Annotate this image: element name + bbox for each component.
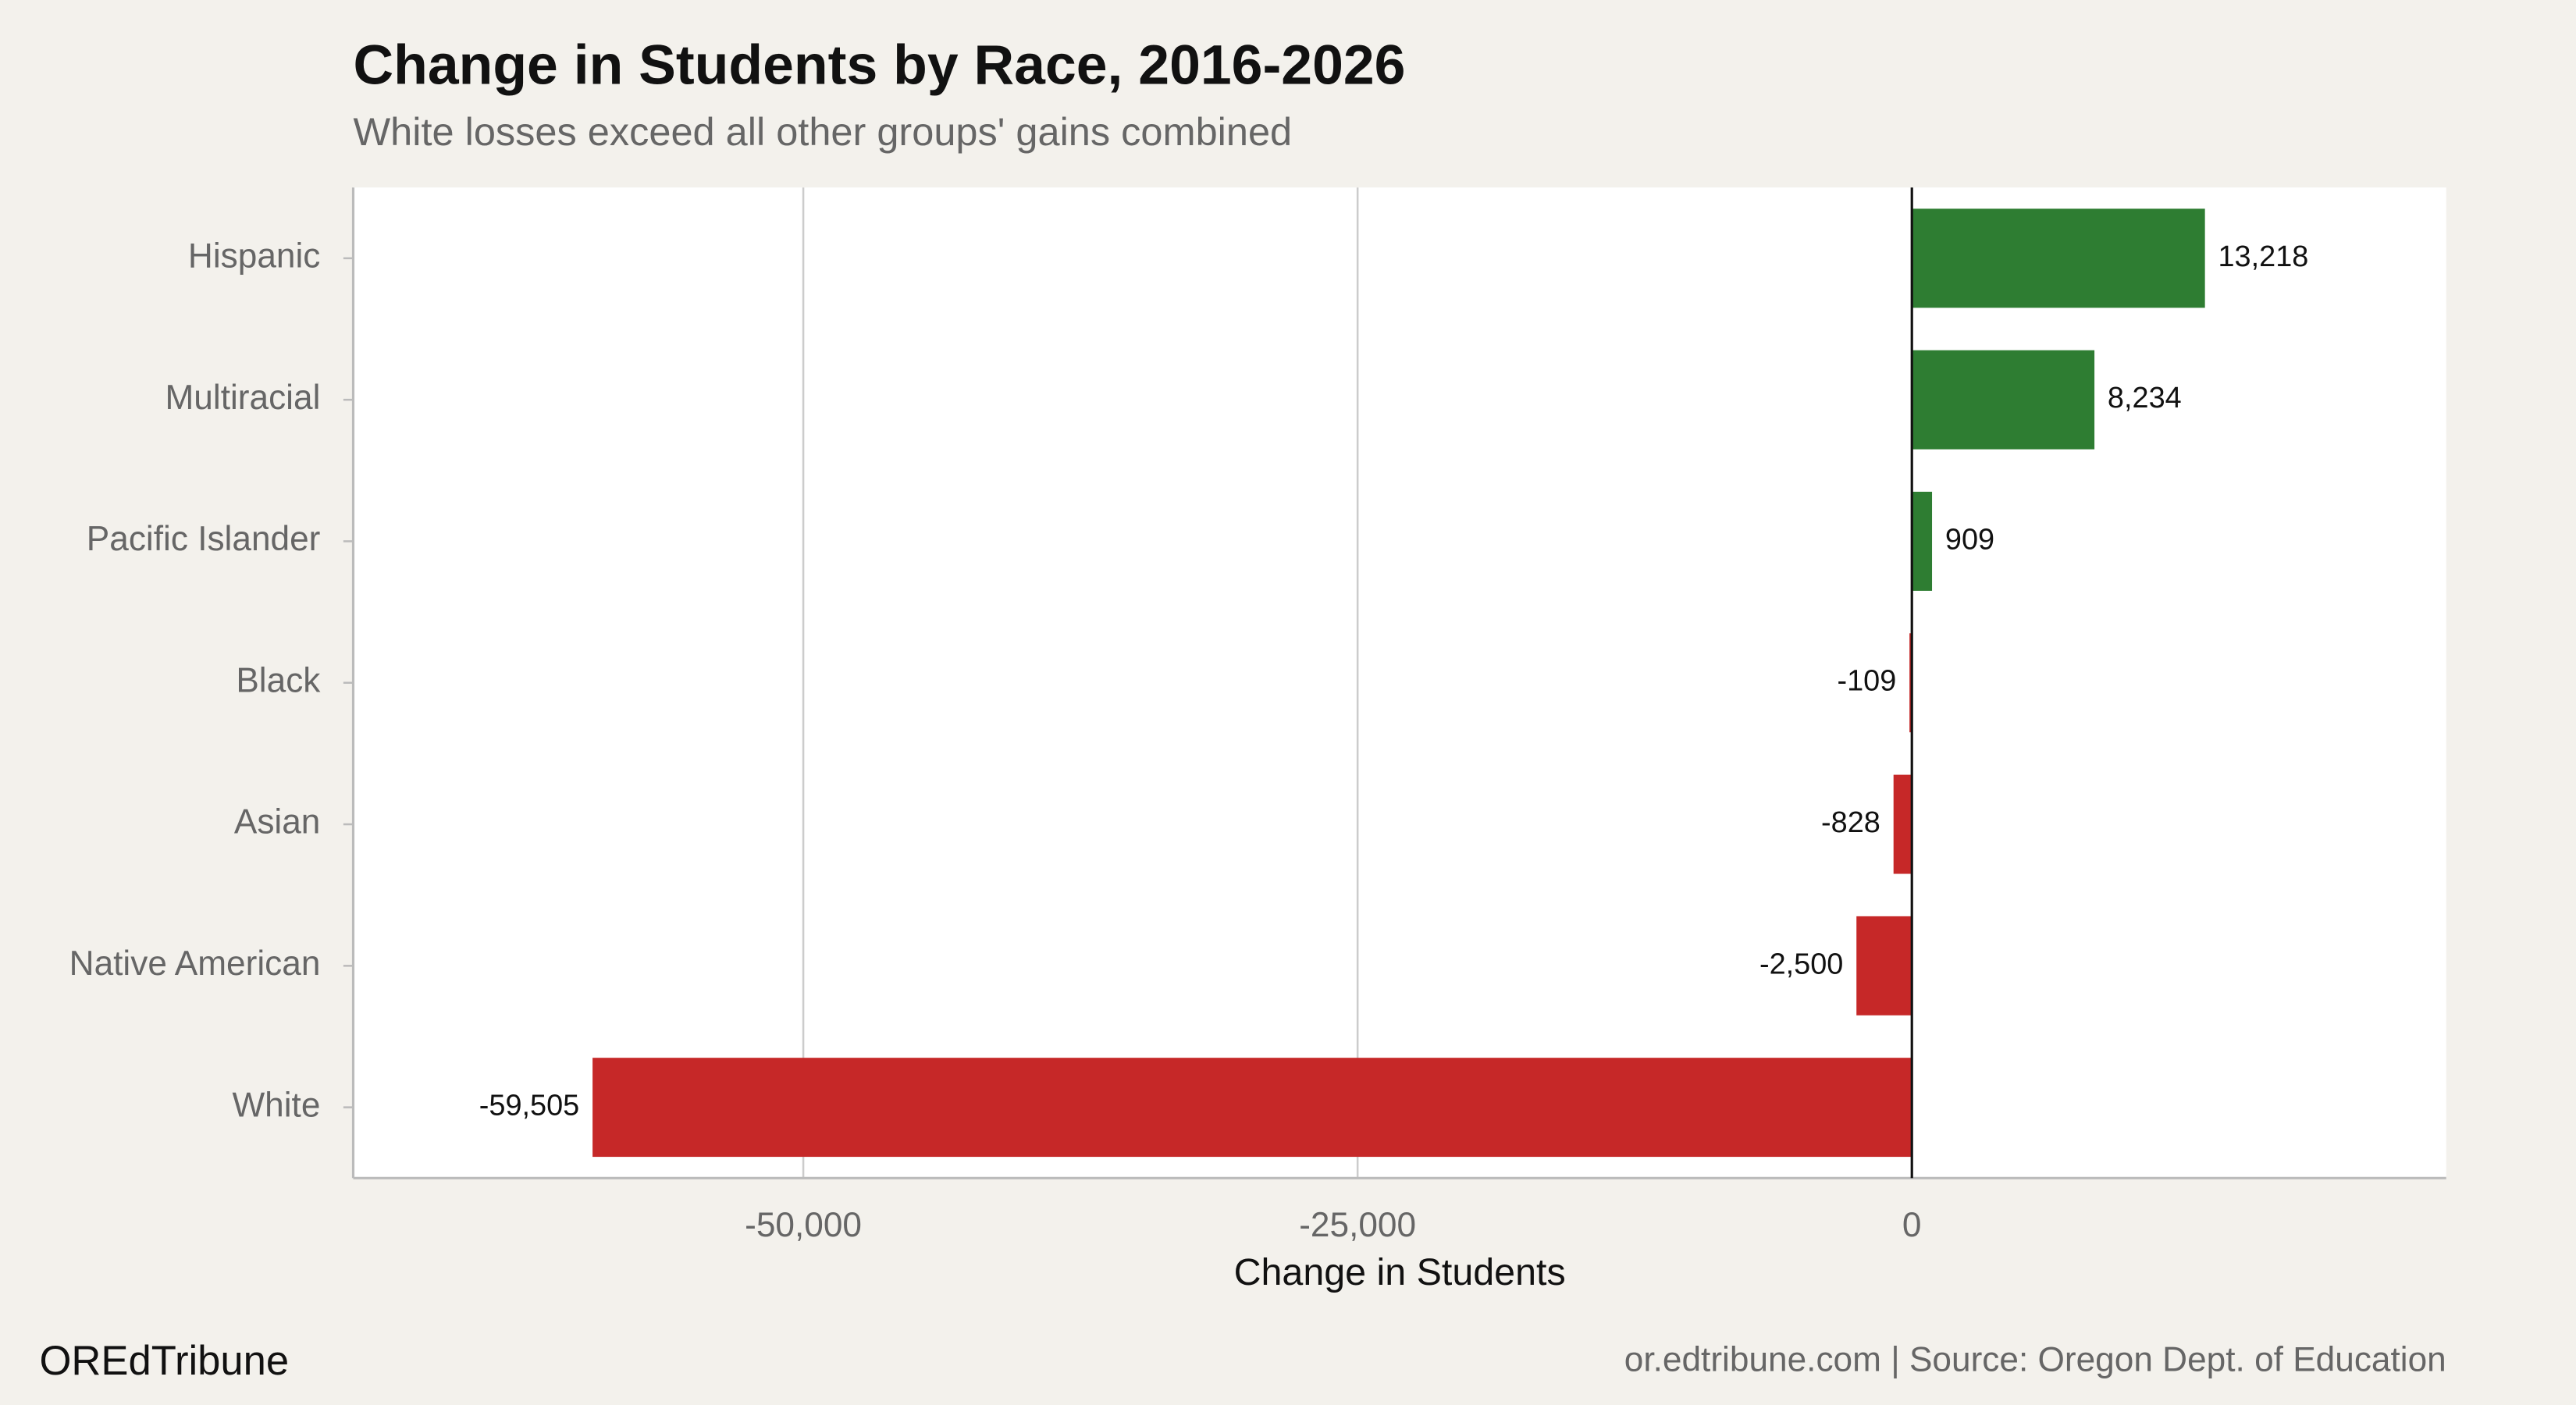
bar [1912, 350, 2095, 450]
x-tick-label: -50,000 [745, 1206, 862, 1244]
x-axis-title: Change in Students [1234, 1251, 1566, 1293]
y-tick-label: White [232, 1086, 320, 1124]
bar [1912, 491, 1933, 591]
chart-title: Change in Students by Race, 2016-2026 [353, 34, 1405, 97]
x-tick-label: 0 [1902, 1206, 1922, 1244]
y-tick-label: Asian [234, 803, 321, 841]
bar [1856, 916, 1912, 1016]
value-label: -2,500 [1759, 948, 1843, 980]
chart-subtitle: White losses exceed all other groups' ga… [353, 109, 1292, 154]
value-label: -59,505 [479, 1090, 579, 1122]
value-label: -109 [1837, 665, 1896, 698]
brand: OREdTribune [40, 1338, 290, 1384]
bar [1893, 774, 1912, 874]
plot-area [353, 187, 2446, 1179]
bar [592, 1058, 1912, 1158]
bar [1912, 208, 2205, 308]
y-tick-label: Multiracial [165, 379, 321, 417]
value-label: 13,218 [2218, 240, 2308, 273]
source: or.edtribune.com | Source: Oregon Dept. … [1624, 1341, 2446, 1379]
value-label: 909 [1945, 523, 1994, 556]
y-tick-label: Native American [69, 944, 321, 983]
y-tick-label: Black [236, 661, 321, 699]
y-tick-label: Pacific Islander [87, 520, 321, 558]
x-tick-label: -25,000 [1299, 1206, 1416, 1244]
y-tick-label: Hispanic [188, 237, 320, 276]
value-label: -828 [1821, 806, 1880, 839]
value-label: 8,234 [2108, 382, 2182, 414]
